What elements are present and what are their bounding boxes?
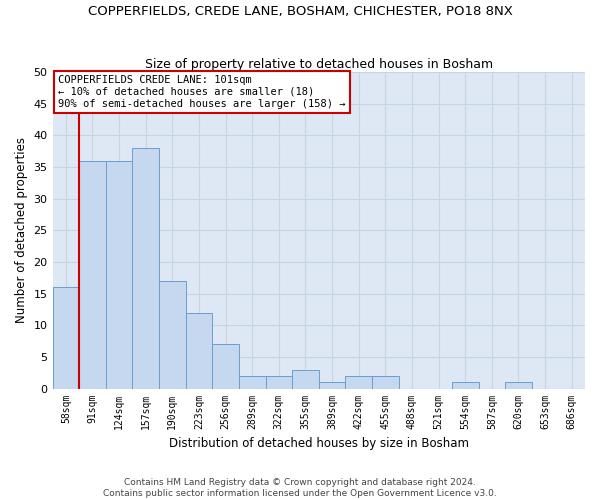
Bar <box>212 344 239 389</box>
Y-axis label: Number of detached properties: Number of detached properties <box>15 138 28 324</box>
Text: COPPERFIELDS CREDE LANE: 101sqm
← 10% of detached houses are smaller (18)
90% of: COPPERFIELDS CREDE LANE: 101sqm ← 10% of… <box>58 76 346 108</box>
X-axis label: Distribution of detached houses by size in Bosham: Distribution of detached houses by size … <box>169 437 469 450</box>
Bar <box>319 382 346 388</box>
Bar <box>53 288 79 388</box>
Bar <box>159 281 185 388</box>
Bar <box>239 376 266 388</box>
Bar <box>372 376 398 388</box>
Bar <box>505 382 532 388</box>
Bar <box>292 370 319 388</box>
Bar <box>452 382 479 388</box>
Bar <box>266 376 292 388</box>
Bar <box>106 161 133 388</box>
Text: COPPERFIELDS, CREDE LANE, BOSHAM, CHICHESTER, PO18 8NX: COPPERFIELDS, CREDE LANE, BOSHAM, CHICHE… <box>88 5 512 18</box>
Bar <box>185 312 212 388</box>
Bar <box>79 161 106 388</box>
Bar <box>346 376 372 388</box>
Bar <box>133 148 159 388</box>
Text: Contains HM Land Registry data © Crown copyright and database right 2024.
Contai: Contains HM Land Registry data © Crown c… <box>103 478 497 498</box>
Title: Size of property relative to detached houses in Bosham: Size of property relative to detached ho… <box>145 58 493 71</box>
